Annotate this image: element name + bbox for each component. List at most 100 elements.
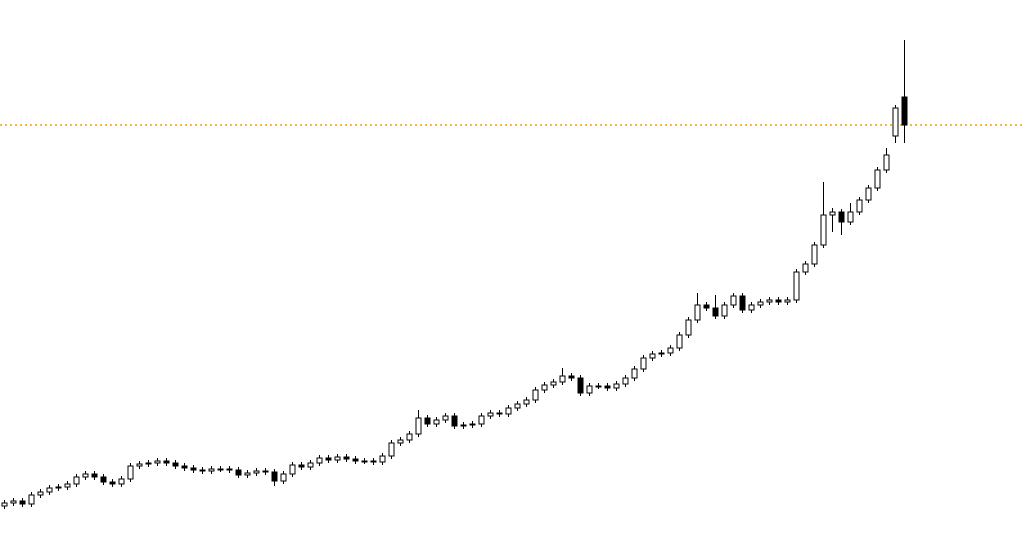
candle-body [37,491,44,496]
candle-body [514,403,521,409]
candle-body [190,467,197,471]
candle-body [631,368,638,379]
candle-body [163,460,170,464]
candle-body [100,476,107,483]
candle-body [739,295,746,311]
candle-body [460,424,467,427]
candle-body [874,169,881,189]
candle-body [280,473,287,482]
candle-body [352,458,359,462]
candle-body [109,481,116,485]
candle-body [721,304,728,317]
candle-body [541,384,548,391]
candle-body [577,377,584,394]
candle-body [811,244,818,265]
candle-body [1,502,8,507]
candle-body [199,469,206,472]
candle-body [334,456,341,461]
candle-body [703,304,710,309]
candle-body [568,375,575,379]
candle-body [127,465,134,480]
candle-body [685,319,692,336]
candle-body [523,399,530,405]
candle-body [244,472,251,476]
candle-body [10,500,17,504]
candle-body [46,487,53,493]
candle-body [730,295,737,306]
candle-body [532,389,539,401]
candle-body [307,462,314,468]
candle-body [901,96,908,126]
candle-body [748,304,755,311]
candle-body [64,483,71,488]
candle-body [181,465,188,469]
candle-body [316,457,323,464]
candle-body [262,470,269,473]
candle-body [343,456,350,460]
candle-body [325,457,332,461]
candle-body [550,381,557,386]
candle-body [757,301,764,306]
candle-body [208,468,215,472]
candle-body [289,464,296,475]
candle-body [865,187,872,201]
candle-body [172,462,179,467]
candle-body [829,211,836,216]
candle-body [217,468,224,471]
candle-body [793,271,800,301]
candle-body [397,439,404,444]
candle-body [235,469,242,476]
candle-body [640,357,647,370]
candle-body [694,304,701,321]
candle-body [838,211,845,223]
candle-body [496,412,503,415]
candle-body [91,473,98,478]
candle-body [298,464,305,468]
candle-body [856,199,863,213]
candle-body [604,385,611,389]
candle-body [820,214,827,246]
candle-body [82,473,89,478]
candle-body [892,107,899,137]
candle-body [28,494,35,505]
candle-body [802,263,809,273]
candle-body [559,375,566,383]
candle-body [784,299,791,303]
candle-body [19,500,26,505]
candle-body [370,460,377,463]
candle-body [442,415,449,421]
candle-body [388,442,395,457]
candle-body [406,433,413,441]
candle-body [154,460,161,464]
candle-body [415,417,422,435]
candle-body [595,385,602,388]
candle-body [469,423,476,426]
candle-body [505,407,512,415]
candle-body [271,471,278,482]
candle-body [766,299,773,303]
candle-body [145,462,152,465]
candle-body [118,478,125,485]
candle-body [775,299,782,303]
candle-body [586,385,593,394]
candle-body [73,476,80,485]
candle-body [667,347,674,354]
candle-body [883,154,890,171]
candle-body [658,352,665,355]
candle-body [676,334,683,349]
candle-body [433,419,440,425]
candle-body [712,307,719,317]
candle-body [136,463,143,467]
candle-body [55,486,62,489]
candle-body [226,468,233,471]
candle-body [361,460,368,463]
candle-body [487,412,494,417]
candle-body [622,377,629,385]
candle-body [649,353,656,359]
candle-body [253,470,260,474]
candle-body [379,455,386,463]
candle-body [424,417,431,425]
candle-body [613,383,620,389]
candle-body [451,415,458,427]
